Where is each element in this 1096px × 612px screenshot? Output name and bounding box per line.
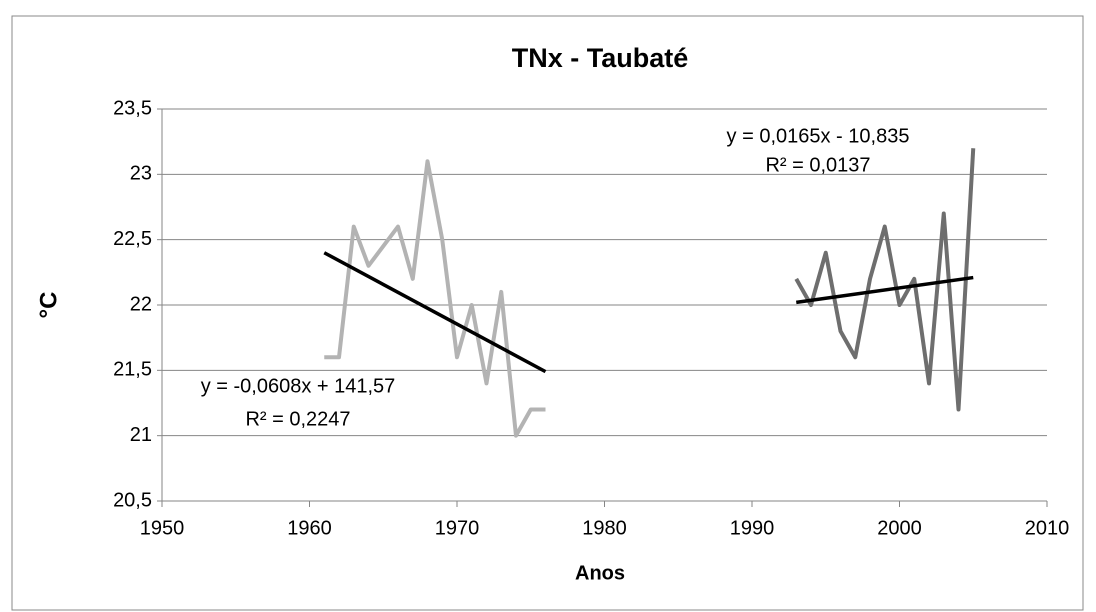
trendline: [796, 275, 974, 305]
y-tick-label: 21: [130, 424, 152, 446]
trendline: [323, 251, 547, 374]
x-tick-label: 2010: [1025, 517, 1070, 539]
y-tick-label: 22: [130, 293, 152, 315]
x-tick-label: 1950: [140, 517, 185, 539]
y-axis-label: °C: [35, 292, 62, 319]
x-tick-label: 1960: [287, 517, 332, 539]
x-tick-label: 2000: [877, 517, 922, 539]
y-tick-label: 21,5: [113, 359, 152, 381]
x-tick-label: 1990: [730, 517, 775, 539]
x-tick-label: 1970: [435, 517, 480, 539]
x-axis-label: Anos: [575, 562, 625, 584]
series-line: [794, 148, 976, 412]
x-tick-label: 1980: [582, 517, 627, 539]
chart-border: [11, 15, 1084, 611]
trend-r2: R² = 0,0137: [765, 154, 870, 176]
series-line: [324, 159, 546, 438]
trend-equation: y = 0,0165x - 10,835: [727, 125, 910, 147]
y-tick-label: 23: [130, 163, 152, 185]
chart-title: TNx - Taubaté: [512, 43, 689, 73]
trend-r2: R² = 0,2247: [245, 408, 350, 430]
y-tick-label: 22,5: [113, 228, 152, 250]
y-tick-label: 20,5: [113, 489, 152, 511]
y-tick-label: 23,5: [113, 97, 152, 119]
trend-equation: y = -0,0608x + 141,57: [201, 375, 396, 397]
